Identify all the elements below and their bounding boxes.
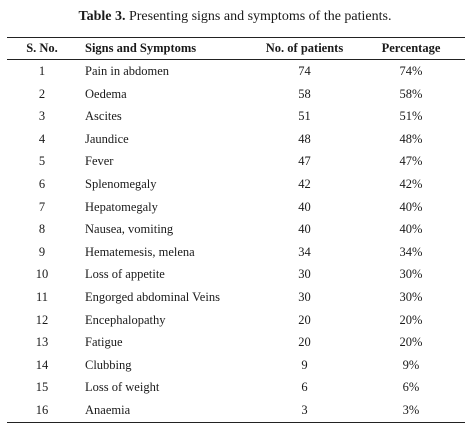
cell-sign: Engorged abdominal Veins <box>85 289 220 304</box>
cell-percentage: 20% <box>399 335 423 350</box>
table-row: 13 Fatigue 20 20% <box>7 331 465 354</box>
cell-patients: 58 <box>298 86 311 101</box>
cell-patients: 20 <box>298 335 311 350</box>
cell-percentage: 58% <box>399 86 423 101</box>
cell-sno: 8 <box>38 222 46 237</box>
table-header-row: S. No. Signs and Symptoms No. of patient… <box>7 38 465 60</box>
cell-patients: 3 <box>301 402 308 417</box>
cell-patients: 74 <box>298 64 311 78</box>
table-row: 15 Loss of weight 6 6% <box>7 376 465 399</box>
cell-sign: Fatigue <box>85 335 123 350</box>
table-row: 14 Clubbing 9 9% <box>7 354 465 377</box>
cell-sno: 3 <box>38 109 46 124</box>
cell-sno: 12 <box>35 312 49 327</box>
cell-percentage: 42% <box>399 176 423 191</box>
table-row: 12 Encephalopathy 20 20% <box>7 309 465 332</box>
table-row: 6 Splenomegaly 42 42% <box>7 173 465 196</box>
cell-sign: Hepatomegaly <box>85 199 158 214</box>
cell-patients: 30 <box>298 289 311 304</box>
cell-sign: Pain in abdomen <box>85 64 170 78</box>
table-row: 9 Hematemesis, melena 34 34% <box>7 241 465 264</box>
cell-sno: 15 <box>35 380 49 395</box>
cell-patients: 51 <box>298 109 311 124</box>
cell-sign: Fever <box>85 154 114 169</box>
cell-percentage: 47% <box>399 154 423 169</box>
header-percentage: Percentage <box>381 41 441 55</box>
cell-sign: Loss of appetite <box>85 267 165 282</box>
cell-sign: Splenomegaly <box>85 176 157 191</box>
header-signs: Signs and Symptoms <box>85 41 197 55</box>
cell-percentage: 3% <box>402 402 420 417</box>
cell-sign: Anaemia <box>85 402 131 417</box>
cell-sno: 2 <box>38 86 46 101</box>
cell-sno: 9 <box>38 244 46 259</box>
cell-percentage: 40% <box>399 199 423 214</box>
table-caption-text: Presenting signs and symptoms of the pat… <box>125 9 392 24</box>
cell-sign: Nausea, vomiting <box>85 222 174 237</box>
cell-sign: Ascites <box>85 109 122 124</box>
cell-sno: 4 <box>38 131 46 146</box>
header-sno: S. No. <box>26 41 58 55</box>
cell-patients: 42 <box>298 176 311 191</box>
cell-sno: 7 <box>38 199 46 214</box>
cell-patients: 34 <box>298 244 311 259</box>
cell-sno: 5 <box>38 154 46 169</box>
cell-patients: 48 <box>298 131 311 146</box>
table-body: 1 Pain in abdomen 74 74% 2 Oedema 58 58% 3 Ascite… <box>7 60 465 422</box>
cell-patients: 20 <box>298 312 311 327</box>
table-row: 5 Fever 47 47% <box>7 150 465 173</box>
cell-sign: Loss of weight <box>85 380 160 395</box>
table-row: 3 Ascites 51 51% <box>7 105 465 128</box>
table-row: 16 Anaemia 3 3% <box>7 399 465 422</box>
cell-percentage: 30% <box>399 289 423 304</box>
cell-percentage: 6% <box>402 380 420 395</box>
table-row: 2 Oedema 58 58% <box>7 83 465 106</box>
cell-sno: 11 <box>35 289 49 304</box>
table-row: 11 Engorged abdominal Veins 30 30% <box>7 286 465 309</box>
cell-patients: 40 <box>298 199 311 214</box>
cell-sno: 6 <box>38 176 46 191</box>
table-caption-label: Table 3. <box>78 9 126 24</box>
table-row: 10 Loss of appetite 30 30% <box>7 263 465 286</box>
cell-sign: Clubbing <box>85 357 132 372</box>
table-row: 4 Jaundice 48 48% <box>7 128 465 151</box>
cell-percentage: 51% <box>399 109 423 124</box>
cell-percentage: 9% <box>402 357 420 372</box>
table-row: 8 Nausea, vomiting 40 40% <box>7 218 465 241</box>
cell-patients: 9 <box>301 357 308 372</box>
cell-patients: 40 <box>298 222 311 237</box>
cell-patients: 30 <box>298 267 311 282</box>
cell-percentage: 48% <box>399 131 423 146</box>
cell-percentage: 74% <box>399 64 423 78</box>
table-row: 7 Hepatomegaly 40 40% <box>7 196 465 219</box>
cell-sno: 1 <box>38 64 46 78</box>
cell-sign: Jaundice <box>85 131 129 146</box>
cell-percentage: 40% <box>399 222 423 237</box>
cell-percentage: 34% <box>399 244 423 259</box>
symptoms-table: S. No. Signs and Symptoms No. of patient… <box>7 37 465 423</box>
table-row: 1 Pain in abdomen 74 74% <box>7 60 465 83</box>
cell-patients: 6 <box>301 380 308 395</box>
header-patients: No. of patients <box>265 41 344 55</box>
cell-percentage: 20% <box>399 312 423 327</box>
cell-percentage: 30% <box>399 267 423 282</box>
cell-patients: 47 <box>298 154 311 169</box>
cell-sign: Oedema <box>85 86 127 101</box>
cell-sign: Hematemesis, melena <box>85 244 195 259</box>
cell-sign: Encephalopathy <box>85 312 166 327</box>
table-caption: Table 3. Presenting signs and symptoms o… <box>0 9 470 25</box>
cell-sno: 14 <box>35 357 49 372</box>
cell-sno: 13 <box>35 335 49 350</box>
cell-sno: 10 <box>35 267 49 282</box>
cell-sno: 16 <box>35 402 49 417</box>
